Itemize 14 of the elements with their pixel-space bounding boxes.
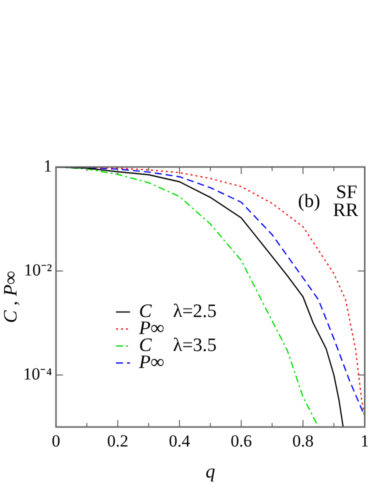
y-tick-label: 1 xyxy=(44,156,52,176)
annotation: λ=3.5 xyxy=(173,334,217,356)
annotation: λ=2.5 xyxy=(173,300,217,322)
y-tick-label: 10⁻⁴ xyxy=(23,364,52,384)
x-tick-label: 0.6 xyxy=(230,432,252,451)
x-tick-label: 1 xyxy=(360,432,369,451)
x-tick-label: 0.8 xyxy=(292,432,314,451)
y-tick-label: 10⁻² xyxy=(24,260,52,280)
annotation: (b) xyxy=(298,190,320,212)
x-axis-title: q xyxy=(206,462,216,483)
x-tick-label: 0.4 xyxy=(168,432,191,451)
x-tick-label: 0 xyxy=(52,432,60,451)
y-axis-title: C , P∞ xyxy=(0,270,22,324)
x-tick-label: 0.2 xyxy=(107,432,128,451)
